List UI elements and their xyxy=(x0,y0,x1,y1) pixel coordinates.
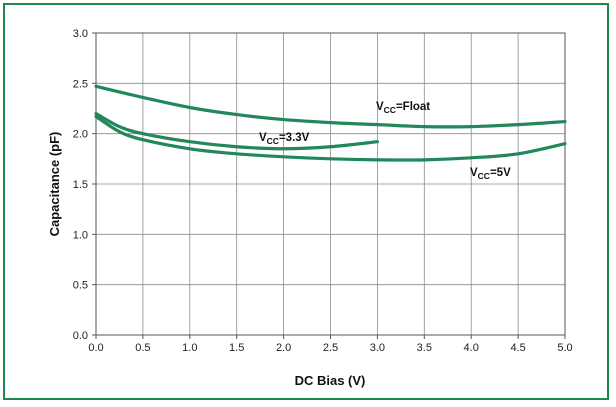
x-tick-label: 2.0 xyxy=(276,342,291,354)
tick-labels: 0.0 0.5 1.0 1.5 2.0 2.5 3.0 3.5 4.0 4.5 5.0 0.0 0.5 1… xyxy=(73,28,573,354)
x-tick-label: 0.5 xyxy=(135,342,150,354)
series-label-v5: VCC=5V xyxy=(470,167,511,181)
series-line-v33 xyxy=(94,111,379,151)
x-axis-label: DC Bias (V) xyxy=(295,373,366,388)
x-tick-label: 5.0 xyxy=(557,342,572,354)
series-label-float: VCC=Float xyxy=(376,101,430,115)
y-tick-label: 3.0 xyxy=(73,28,88,40)
y-tick-label: 1.5 xyxy=(73,179,88,191)
y-tick-label: 0.5 xyxy=(73,280,88,292)
plot-area-border xyxy=(95,32,566,336)
x-tick-label: 1.5 xyxy=(229,342,244,354)
y-axis-label: Capacitance (pF) xyxy=(47,132,62,237)
chart-frame xyxy=(3,3,609,400)
y-tick-label: 2.5 xyxy=(73,78,88,90)
x-tick-label: 3.0 xyxy=(370,342,385,354)
series-label-subscript: CC xyxy=(478,171,490,181)
y-tick-label: 1.0 xyxy=(73,229,88,241)
x-tick-label: 3.5 xyxy=(417,342,432,354)
series-label-value: =3.3V xyxy=(279,132,310,144)
x-tick-label: 2.5 xyxy=(323,342,338,354)
y-tick-label: 0.0 xyxy=(73,330,88,342)
series-label-value: =5V xyxy=(490,167,511,179)
x-tick-label: 1.0 xyxy=(182,342,197,354)
x-tick-label: 4.5 xyxy=(510,342,525,354)
x-tick-label: 0.0 xyxy=(88,342,103,354)
series-label-subscript: CC xyxy=(384,105,396,115)
series-label-main: V xyxy=(376,101,384,113)
series-label-subscript: CC xyxy=(267,136,279,146)
series-line-float xyxy=(94,84,567,129)
series-label-value: =Float xyxy=(396,101,430,113)
x-tick-label: 4.0 xyxy=(464,342,479,354)
series-line-v5 xyxy=(94,114,567,162)
series-label-v33: VCC=3.3V xyxy=(259,132,310,146)
series-lines xyxy=(94,84,567,162)
y-tick-label: 2.0 xyxy=(73,129,88,141)
series-label-main: V xyxy=(259,132,267,144)
grid xyxy=(92,32,566,339)
series-label-main: V xyxy=(470,167,478,179)
